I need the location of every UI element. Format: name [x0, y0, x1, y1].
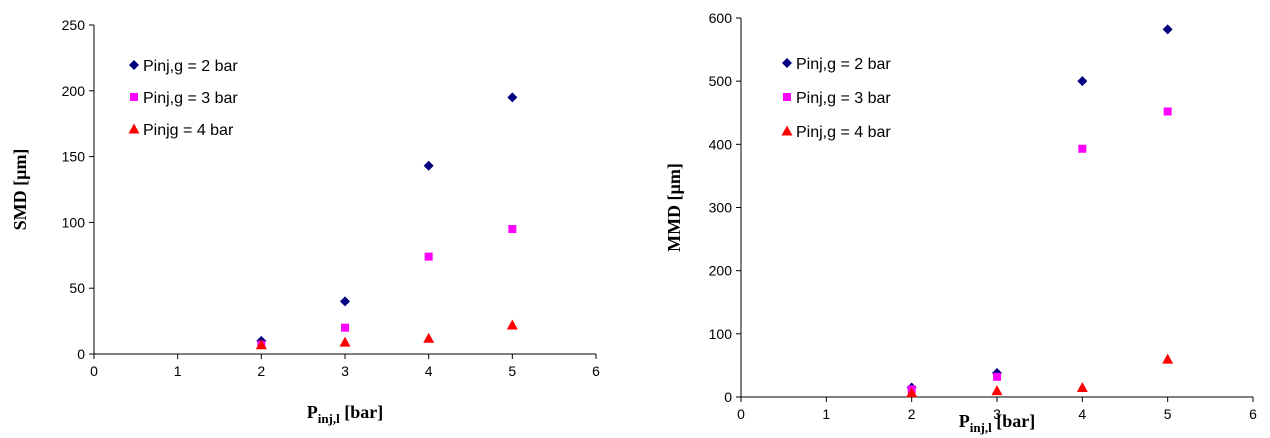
data-point-diamond [423, 160, 434, 171]
legend-label: Pinj,g = 4 bar [796, 124, 891, 141]
data-point-square [993, 372, 1001, 381]
y-tick-label: 500 [709, 73, 733, 89]
data-point-triangle [991, 385, 1003, 396]
legend-marker-square [783, 93, 791, 101]
x-tick-label: 3 [993, 406, 1001, 422]
legend-label: Pinj,g = 2 bar [796, 56, 891, 73]
x-tick-label: 0 [90, 363, 98, 379]
legend-marker-triangle [128, 123, 140, 134]
data-point-diamond [1077, 76, 1088, 87]
y-tick-label: 600 [709, 10, 733, 26]
data-point-triangle [906, 387, 918, 398]
x-tick-label: 3 [341, 363, 349, 379]
y-tick-label: 250 [62, 17, 86, 33]
y-tick-label: 200 [709, 263, 733, 279]
y-axis-title: MMD [µm] [664, 163, 684, 252]
data-point-triangle [506, 319, 518, 330]
y-tick-label: 400 [709, 136, 733, 152]
x-tick-label: 6 [1249, 406, 1257, 422]
data-point-triangle [1076, 382, 1088, 393]
legend-marker-triangle [781, 125, 793, 136]
x-tick-label: 4 [425, 363, 433, 379]
data-point-diamond [1162, 24, 1173, 35]
data-point-square [1078, 144, 1087, 153]
legend-marker-diamond [782, 58, 792, 68]
data-point-diamond [507, 92, 518, 103]
y-tick-label: 50 [69, 280, 85, 296]
legend-marker-diamond [129, 60, 139, 70]
data-point-square [1163, 107, 1172, 116]
mmd-chart: 0 100 200 300 400 500 600 0 1 2 3 4 5 6 MMD [µm] Pinj,l… [664, 10, 1257, 435]
legend-label: Pinj,g = 3 bar [796, 90, 891, 107]
y-tick-label: 150 [62, 149, 86, 165]
data-point-triangle [423, 332, 435, 343]
x-tick-label: 1 [822, 406, 830, 422]
x-tick-label: 6 [592, 363, 600, 379]
data-point-triangle [339, 336, 351, 347]
x-tick-label: 4 [1078, 406, 1086, 422]
x-tick-label: 2 [908, 406, 916, 422]
y-tick-label: 0 [724, 389, 732, 405]
legend-label: Pinj,g = 2 bar [143, 58, 238, 75]
x-tick-label: 0 [737, 406, 745, 422]
data-point-square [508, 224, 517, 233]
x-tick-label: 5 [1164, 406, 1172, 422]
y-tick-label: 200 [62, 83, 86, 99]
legend-label: Pinj,g = 3 bar [143, 90, 238, 107]
data-point-square [341, 323, 349, 332]
data-point-diamond [340, 296, 350, 307]
legend-label: Pinjg = 4 bar [143, 122, 234, 139]
x-axis-title: Pinj,l [bar] [307, 402, 384, 426]
y-axis-title: SMD [µm] [10, 149, 30, 231]
y-tick-label: 0 [77, 346, 85, 362]
x-axis-title: Pinj,l [bar] [959, 411, 1036, 435]
legend-marker-square [130, 93, 138, 101]
smd-chart: 0 50 100 150 200 250 0 1 2 3 4 5 6 SMD [µm] Pinj,l [ba… [10, 17, 600, 426]
data-point-triangle [255, 339, 267, 350]
x-tick-label: 1 [174, 363, 182, 379]
data-point-triangle [1162, 353, 1174, 364]
y-tick-label: 100 [709, 326, 733, 342]
x-tick-label: 2 [257, 363, 265, 379]
y-tick-label: 100 [62, 214, 86, 230]
x-tick-label: 5 [508, 363, 516, 379]
data-point-square [424, 252, 433, 261]
y-tick-label: 300 [709, 200, 733, 216]
